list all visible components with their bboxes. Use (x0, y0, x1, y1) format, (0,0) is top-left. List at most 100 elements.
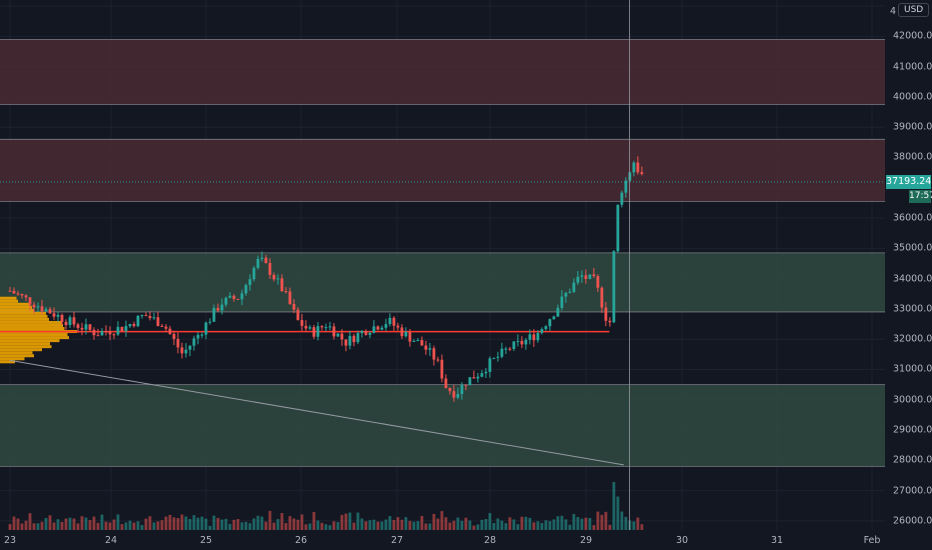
candle (352, 335, 356, 343)
volume-bar (352, 522, 356, 530)
candle (228, 295, 232, 298)
candle (56, 314, 60, 317)
support-zone (0, 384, 885, 467)
volume-bar (496, 518, 500, 530)
candle (368, 332, 372, 335)
volume-profile-bar (0, 305, 32, 309)
volume-bar (172, 517, 176, 530)
candle (224, 297, 228, 305)
price-tick-label: 33000.00 (893, 303, 932, 315)
volume-bar (556, 516, 560, 530)
volume-bar (176, 518, 180, 530)
candle (536, 332, 540, 341)
volume-bar (28, 513, 32, 530)
candle (308, 327, 312, 329)
candle (316, 326, 320, 337)
volume-bar (156, 521, 160, 530)
candle (572, 282, 576, 292)
candle (68, 317, 72, 326)
candle (540, 329, 544, 333)
volume-bar (272, 522, 276, 530)
volume-bar (360, 518, 364, 530)
time-axis[interactable]: 23 24 25 26 27 28 29 30 31 Feb (0, 530, 885, 550)
volume-bar (200, 516, 204, 530)
candle (524, 339, 528, 345)
candle (416, 340, 420, 342)
candle (604, 307, 608, 321)
volume-profile-bar (0, 327, 65, 330)
candle (392, 317, 396, 326)
volume-bar (620, 511, 624, 530)
volume-bar (432, 513, 436, 530)
trend-line (9, 359, 624, 466)
volume-bar (388, 516, 392, 530)
volume-bar (508, 517, 512, 530)
volume-bar (476, 524, 480, 530)
volume-bar (456, 517, 460, 530)
volume-profile-bar (0, 299, 18, 303)
time-tick-label: 24 (104, 535, 118, 546)
volume-profile-bar (0, 323, 63, 327)
candle (144, 315, 148, 317)
candle (220, 304, 224, 311)
candle (188, 345, 192, 350)
candle (488, 358, 492, 372)
candle (300, 320, 304, 326)
volume-bar (528, 517, 532, 530)
volume-bar (64, 518, 68, 530)
volume-bar (104, 521, 108, 530)
price-chart[interactable] (0, 0, 885, 530)
volume-bar (564, 519, 568, 530)
price-tick-label: 26000.00 (893, 515, 932, 527)
volume-bar (444, 517, 448, 530)
candle (336, 333, 340, 337)
volume-bar (348, 512, 352, 530)
candle (616, 204, 620, 252)
candle (168, 328, 172, 335)
candle (16, 293, 20, 295)
candle (520, 340, 524, 345)
volume-profile-bar (0, 333, 68, 337)
volume-bar (416, 521, 420, 530)
candle (252, 267, 256, 280)
volume-bar (88, 520, 92, 530)
volume-bar (120, 524, 124, 530)
candle (172, 334, 176, 339)
candle (420, 340, 424, 346)
currency-badge[interactable]: USD (898, 3, 930, 17)
volume-bar (340, 514, 344, 530)
volume-bar (412, 521, 416, 530)
volume-profile-bar (0, 336, 69, 340)
volume-bar (512, 519, 516, 530)
candle (412, 340, 416, 342)
candle (244, 285, 248, 294)
candle (496, 356, 500, 358)
candle (340, 333, 344, 340)
volume-bar (624, 516, 628, 530)
volume-bar (52, 522, 56, 530)
candle (276, 278, 280, 280)
time-tick-label: 27 (390, 535, 404, 546)
candle (528, 334, 532, 340)
volume-bar (148, 516, 152, 530)
volume-bar (244, 521, 248, 530)
volume-bar (336, 522, 340, 530)
volume-bar (240, 522, 244, 530)
volume-bar (612, 482, 616, 530)
candle (560, 296, 564, 308)
volume-bar (548, 521, 552, 530)
price-axis[interactable]: 4 42000.00 41000.00 40000.00 39000.00 38000.… (885, 0, 932, 530)
time-tick-label: 25 (199, 535, 213, 546)
candle (12, 290, 16, 294)
candle (532, 334, 536, 341)
time-tick-label: 28 (483, 535, 497, 546)
volume-bar (364, 521, 368, 530)
candle (288, 291, 292, 305)
volume-bar (632, 521, 636, 530)
resistance-zone (0, 39, 885, 105)
candle (180, 347, 184, 354)
candle (292, 304, 296, 310)
volume-bar (276, 519, 280, 530)
price-tick-label: 32000.00 (893, 333, 932, 345)
volume-bar (288, 516, 292, 530)
